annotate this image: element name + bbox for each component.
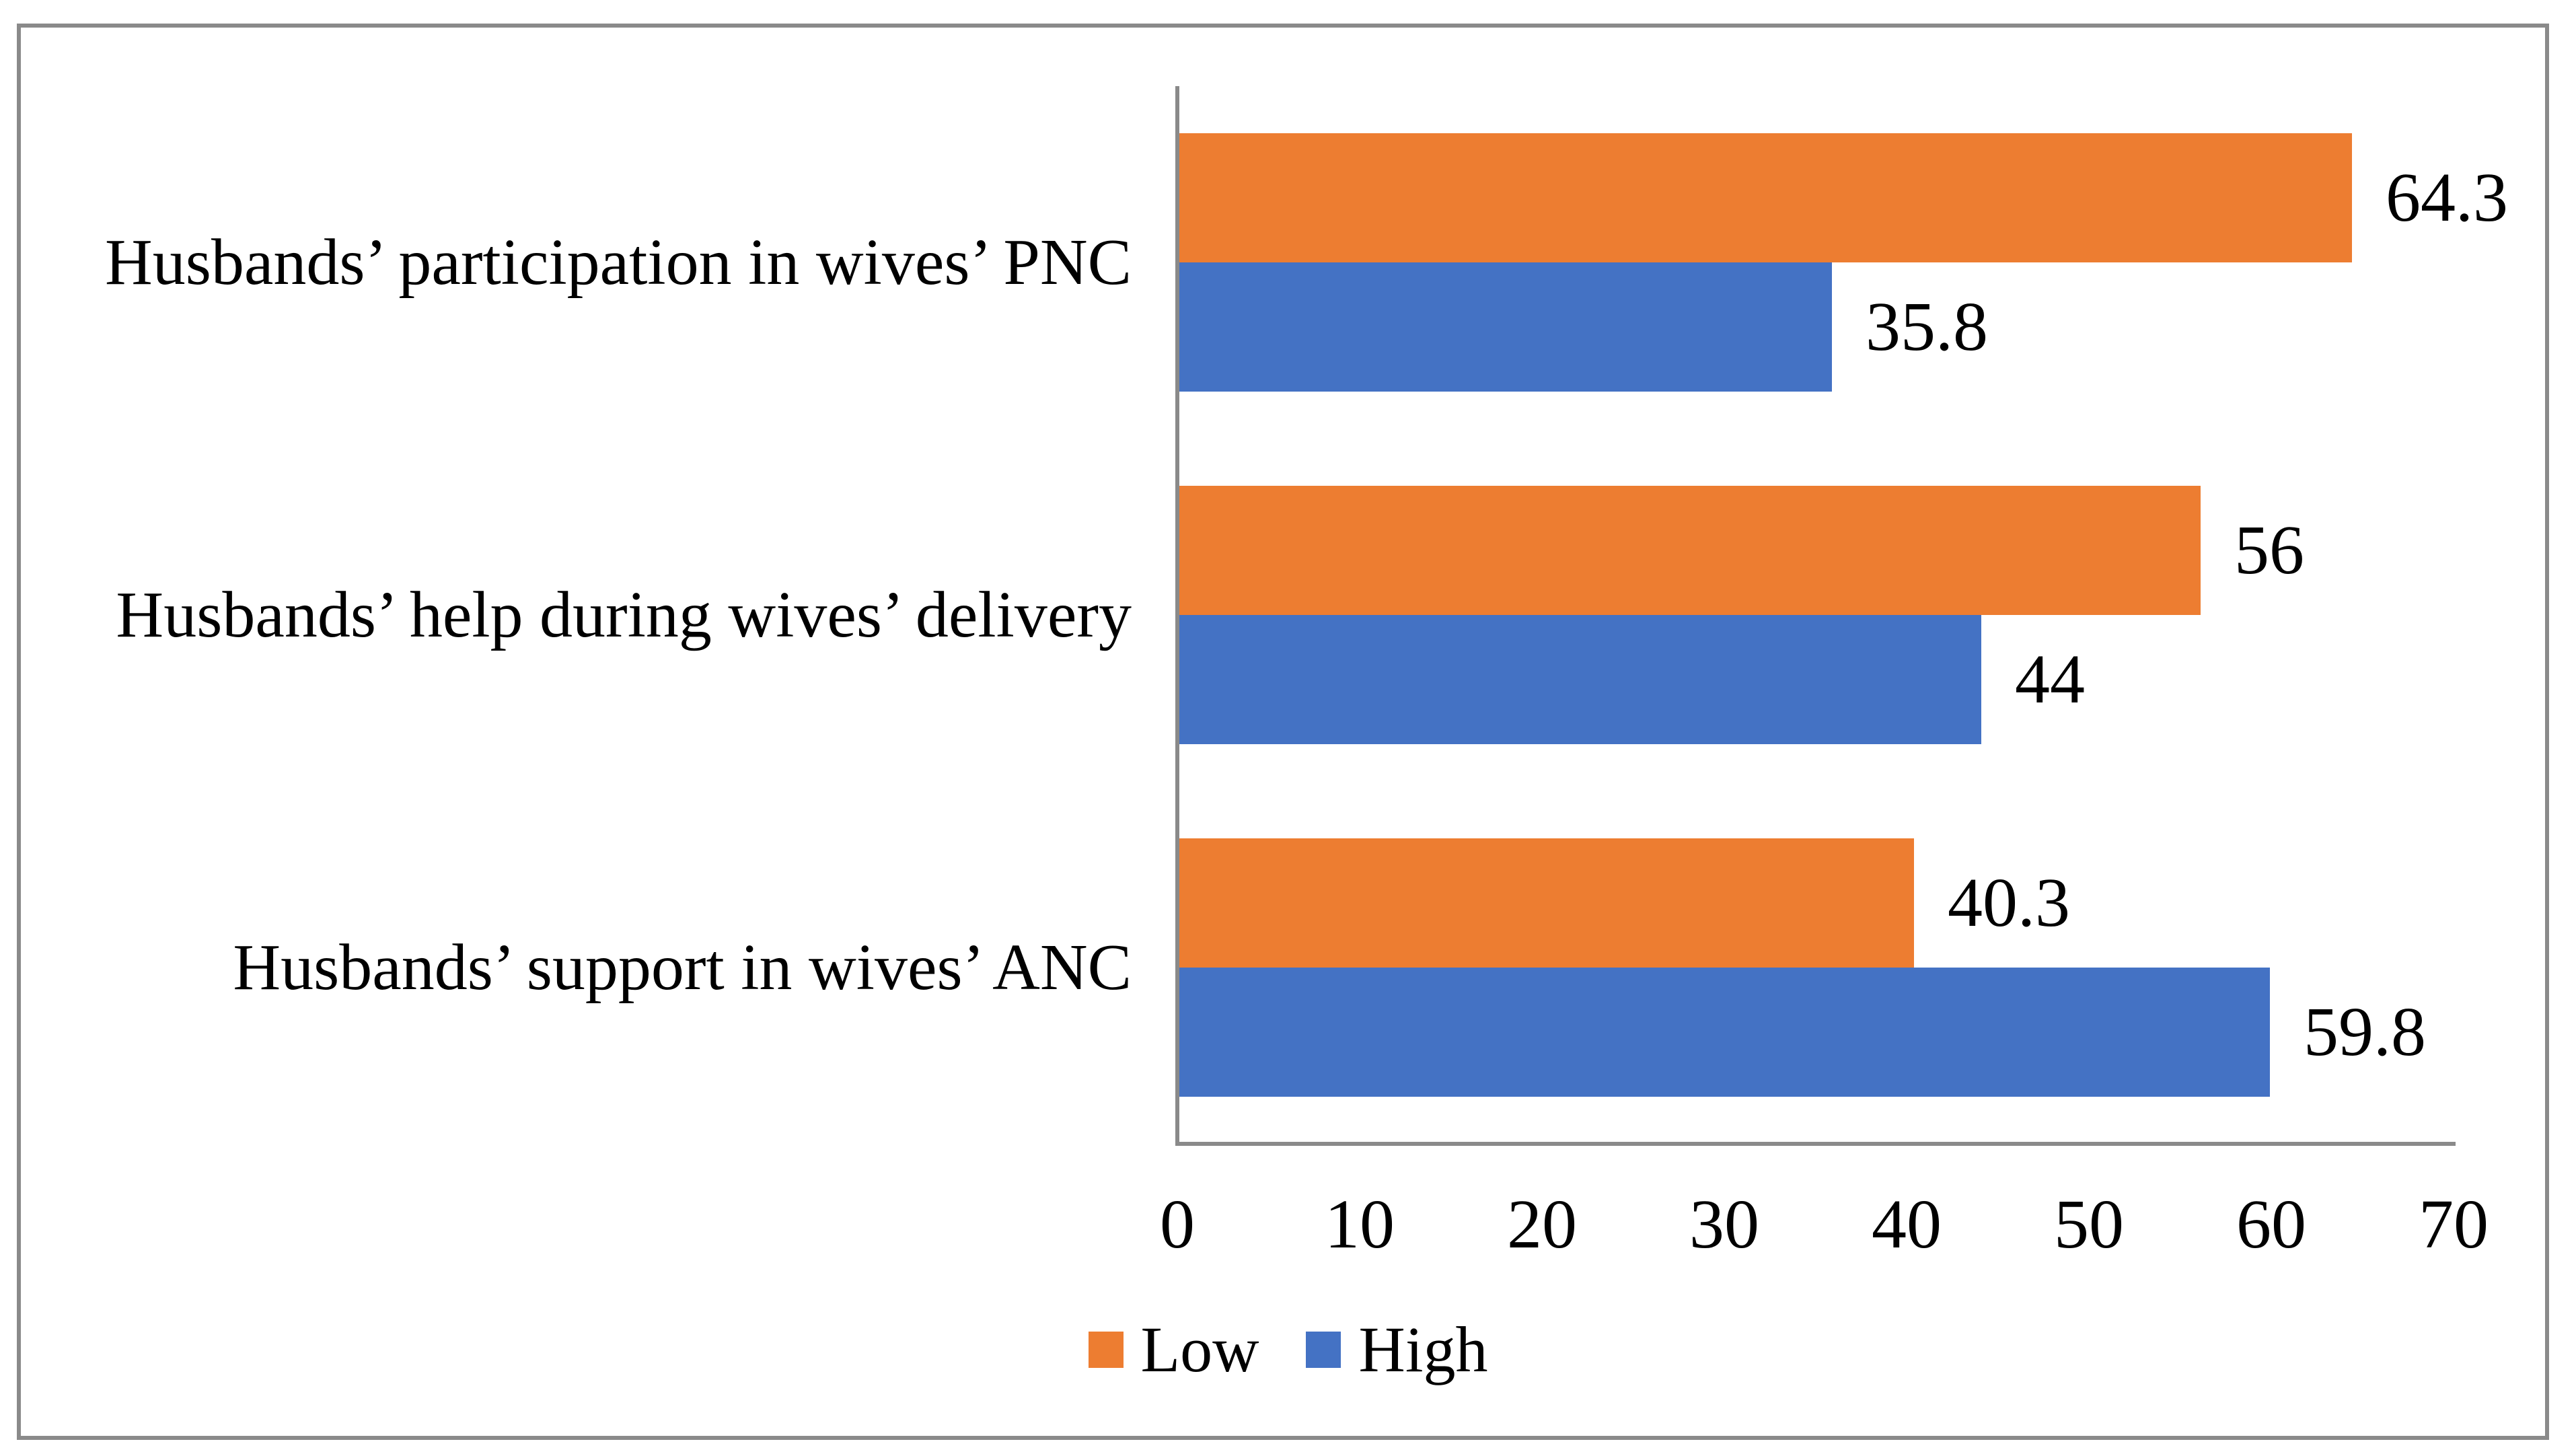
bar-value-label: 59.8	[2304, 993, 2426, 1070]
legend-label-low: Low	[1140, 1313, 1259, 1385]
x-tick-label: 10	[1325, 1186, 1395, 1263]
bar-value-label: 64.3	[2386, 159, 2508, 236]
chart-border-frame	[17, 24, 2549, 1440]
bar-high	[1179, 262, 1832, 392]
x-tick-label: 50	[2054, 1186, 2124, 1263]
x-tick-label: 40	[1872, 1186, 1942, 1263]
legend-item-low: Low	[1088, 1313, 1259, 1385]
bar-value-label: 35.8	[1866, 288, 1988, 365]
legend-swatch-low-icon	[1088, 1332, 1124, 1368]
category-label: Husbands’ participation in wives’ PNC	[104, 226, 1132, 299]
legend-item-high: High	[1306, 1317, 1487, 1382]
bar-high	[1179, 615, 1981, 744]
legend-label-high: High	[1358, 1313, 1488, 1385]
bar-value-label: 44	[2015, 641, 2085, 718]
x-tick-label: 20	[1507, 1186, 1577, 1263]
x-tick-label: 0	[1160, 1186, 1195, 1263]
category-label: Husbands’ support in wives’ ANC	[233, 931, 1132, 1004]
bar-value-label: 56	[2234, 511, 2304, 589]
x-axis-line	[1175, 1142, 2456, 1146]
y-axis-line	[1175, 86, 1179, 1146]
bar-high	[1179, 968, 2270, 1097]
legend-swatch-high-icon	[1306, 1332, 1341, 1368]
bar-low	[1179, 838, 1914, 968]
x-tick-label: 60	[2236, 1186, 2306, 1263]
x-tick-label: 30	[1689, 1186, 1759, 1263]
bar-low	[1179, 133, 2352, 262]
x-tick-label: 70	[2419, 1186, 2489, 1263]
legend: Low High	[0, 1309, 2576, 1390]
bar-value-label: 40.3	[1948, 864, 2070, 941]
bar-low	[1179, 486, 2201, 615]
category-label: Husbands’ help during wives’ delivery	[116, 579, 1132, 651]
